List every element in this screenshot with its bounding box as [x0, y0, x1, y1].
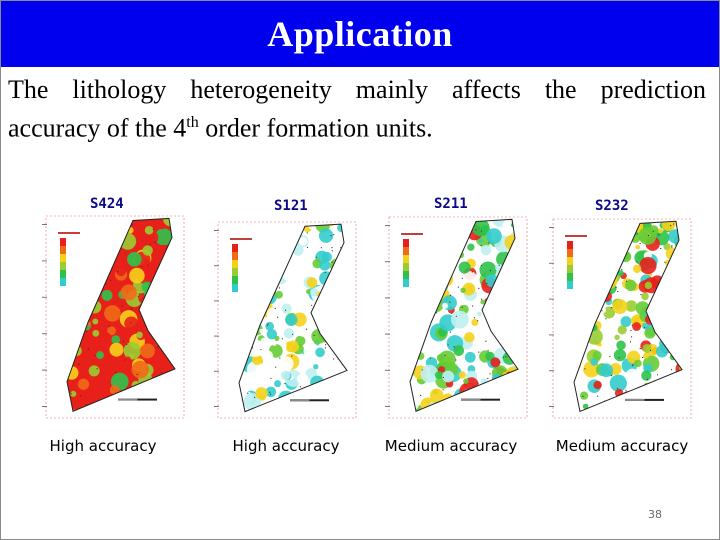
- caption-3: Medium accuracy: [384, 437, 518, 455]
- body-line-2: accuracy of the 4th order formation unit…: [8, 106, 706, 145]
- slide-title: Application: [267, 14, 453, 54]
- map-label-1: S424: [90, 196, 124, 212]
- map-label-3: S211: [434, 196, 468, 212]
- caption-1: High accuracy: [49, 437, 157, 455]
- page-number: 38: [648, 508, 662, 521]
- body-line-2-end: order formation units.: [198, 113, 433, 143]
- map-panel-2: [212, 218, 362, 424]
- caption-4: Medium accuracy: [555, 437, 689, 455]
- map-image-3: [385, 216, 528, 419]
- map-image-1: [42, 215, 185, 419]
- caption-2: High accuracy: [232, 437, 340, 455]
- map-panel-1: [40, 212, 190, 424]
- map-panel-4: [547, 215, 697, 424]
- map-label-4: S232: [595, 198, 629, 214]
- ordinal-suffix: th: [186, 114, 199, 131]
- body-line-2-start: accuracy of the 4: [8, 113, 187, 143]
- body-line-1: The lithology heterogeneity mainly affec…: [8, 75, 706, 104]
- map-panel-3: [383, 213, 533, 424]
- map-label-2: S121: [274, 198, 308, 214]
- title-bar: Application: [1, 1, 719, 67]
- map-image-2: [214, 221, 357, 419]
- body-text: The lithology heterogeneity mainly affec…: [8, 73, 706, 145]
- map-image-4: [549, 218, 692, 419]
